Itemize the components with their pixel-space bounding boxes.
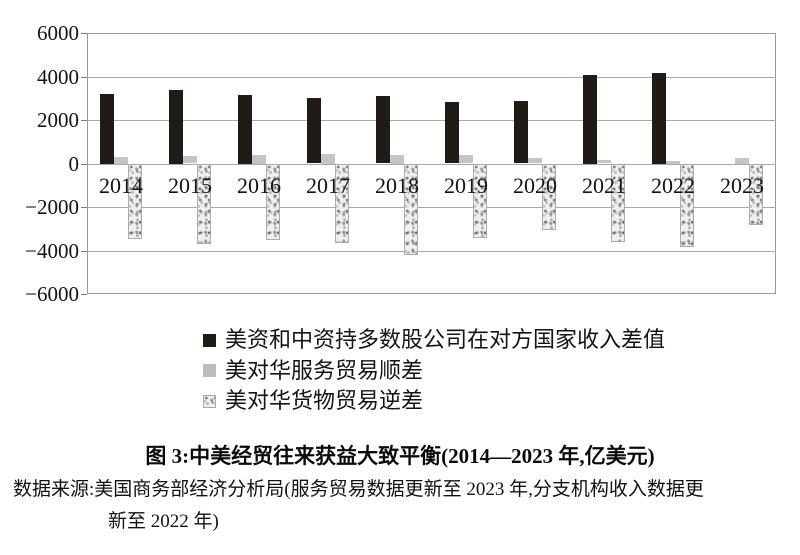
y-axis-tick-label: 2000 [37,108,79,132]
bar-gray-2020 [528,158,542,163]
bar-black-2015 [169,90,183,164]
bar-black-2022 [652,73,666,164]
bar-black-2019 [445,102,459,163]
chart-legend: 美资和中资持多数股公司在对方国家收入差值 美对华服务贸易顺差 美对华货物贸易逆差 [203,325,665,417]
source-line-1: 数据来源:美国商务部经济分析局(服务贸易数据更新至 2023 年,分支机构收入数… [13,479,704,500]
bar-black-2017 [307,98,321,163]
bar-tex-2022 [680,164,694,247]
gridline [87,164,776,165]
bar-gray-2016 [252,155,266,164]
x-axis-label: 2017 [306,173,350,198]
x-axis-label: 2020 [513,173,557,198]
y-axis-tick [81,164,87,165]
x-axis-label: 2023 [720,173,764,198]
y-axis-tick-label: 6000 [37,21,79,45]
bar-black-2018 [376,96,390,163]
legend-label: 美资和中资持多数股公司在对方国家收入差值 [225,327,666,353]
bar-tex-2015 [197,164,211,244]
source-line-2: 新至 2022 年) [108,511,219,532]
x-axis-label: 2015 [168,173,212,198]
gridline [87,207,776,208]
legend-swatch-black-icon [203,333,216,347]
y-axis-tick [81,77,87,78]
legend-swatch-gray-icon [203,364,216,378]
bar-tex-2020 [542,164,556,230]
bar-gray-2022 [666,161,680,164]
x-axis-label: 2016 [237,173,281,198]
x-axis-label: 2019 [444,173,488,198]
gridline [87,120,776,121]
bar-black-2014 [100,94,114,164]
bar-gray-2018 [390,155,404,164]
legend-item: 美对华服务贸易顺差 [203,356,665,387]
bar-tex-2018 [404,164,418,255]
plot-area [87,33,776,294]
bar-gray-2014 [114,157,128,164]
y-axis-tick-label: −4000 [25,239,79,263]
x-axis-label: 2021 [582,173,626,198]
y-axis-tick [81,120,87,121]
bar-gray-2017 [321,154,335,164]
bar-gray-2015 [183,156,197,163]
bar-tex-2021 [611,164,625,242]
bar-tex-2019 [473,164,487,238]
gridline [87,77,776,78]
y-axis-tick-label: 0 [68,152,80,176]
y-axis-tick [81,207,87,208]
legend-item: 美对华货物贸易逆差 [203,386,665,417]
y-axis-tick [81,294,87,295]
gridline [87,251,776,252]
bar-gray-2019 [459,155,473,163]
bar-black-2016 [238,95,252,164]
y-axis-tick-label: −2000 [25,195,79,219]
y-axis-tick-label: −6000 [25,282,79,306]
figure-caption: 图 3:中美经贸往来获益大致平衡(2014—2023 年,亿美元) [145,444,655,468]
legend-label: 美对华服务贸易顺差 [225,357,424,383]
y-axis-tick [81,33,87,34]
bar-tex-2016 [266,164,280,240]
bar-gray-2021 [597,160,611,163]
x-axis-label: 2014 [99,173,143,198]
bar-black-2021 [583,75,597,164]
bar-gray-2023 [735,158,749,164]
data-source-note: 数据来源:美国商务部经济分析局(服务贸易数据更新至 2023 年,分支机构收入数… [13,478,793,534]
x-axis-label: 2022 [651,173,695,198]
y-axis-tick [81,251,87,252]
bar-tex-2023 [749,164,763,225]
legend-item: 美资和中资持多数股公司在对方国家收入差值 [203,325,665,356]
bar-black-2020 [514,101,528,163]
legend-label: 美对华货物贸易逆差 [225,388,424,414]
bar-tex-2017 [335,164,349,243]
x-axis-label: 2018 [375,173,419,198]
bar-tex-2014 [128,164,142,239]
legend-swatch-tex-icon [203,394,216,408]
bar-chart: 6000 4000 2000 0 −2000 −4000 −6000 2014 2015 2016… [25,21,776,306]
y-axis-tick-label: 4000 [37,65,79,89]
